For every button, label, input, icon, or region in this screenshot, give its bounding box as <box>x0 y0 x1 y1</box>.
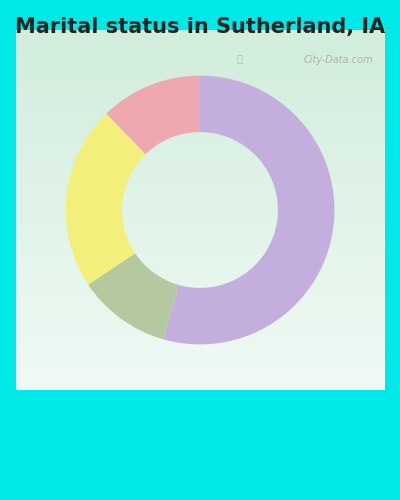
Wedge shape <box>163 76 334 344</box>
Wedge shape <box>88 254 178 339</box>
Wedge shape <box>66 114 146 284</box>
Text: Marital status in Sutherland, IA: Marital status in Sutherland, IA <box>15 18 385 38</box>
Text: ⓘ: ⓘ <box>237 54 243 64</box>
Text: City-Data.com: City-Data.com <box>303 55 373 65</box>
Wedge shape <box>106 76 200 154</box>
